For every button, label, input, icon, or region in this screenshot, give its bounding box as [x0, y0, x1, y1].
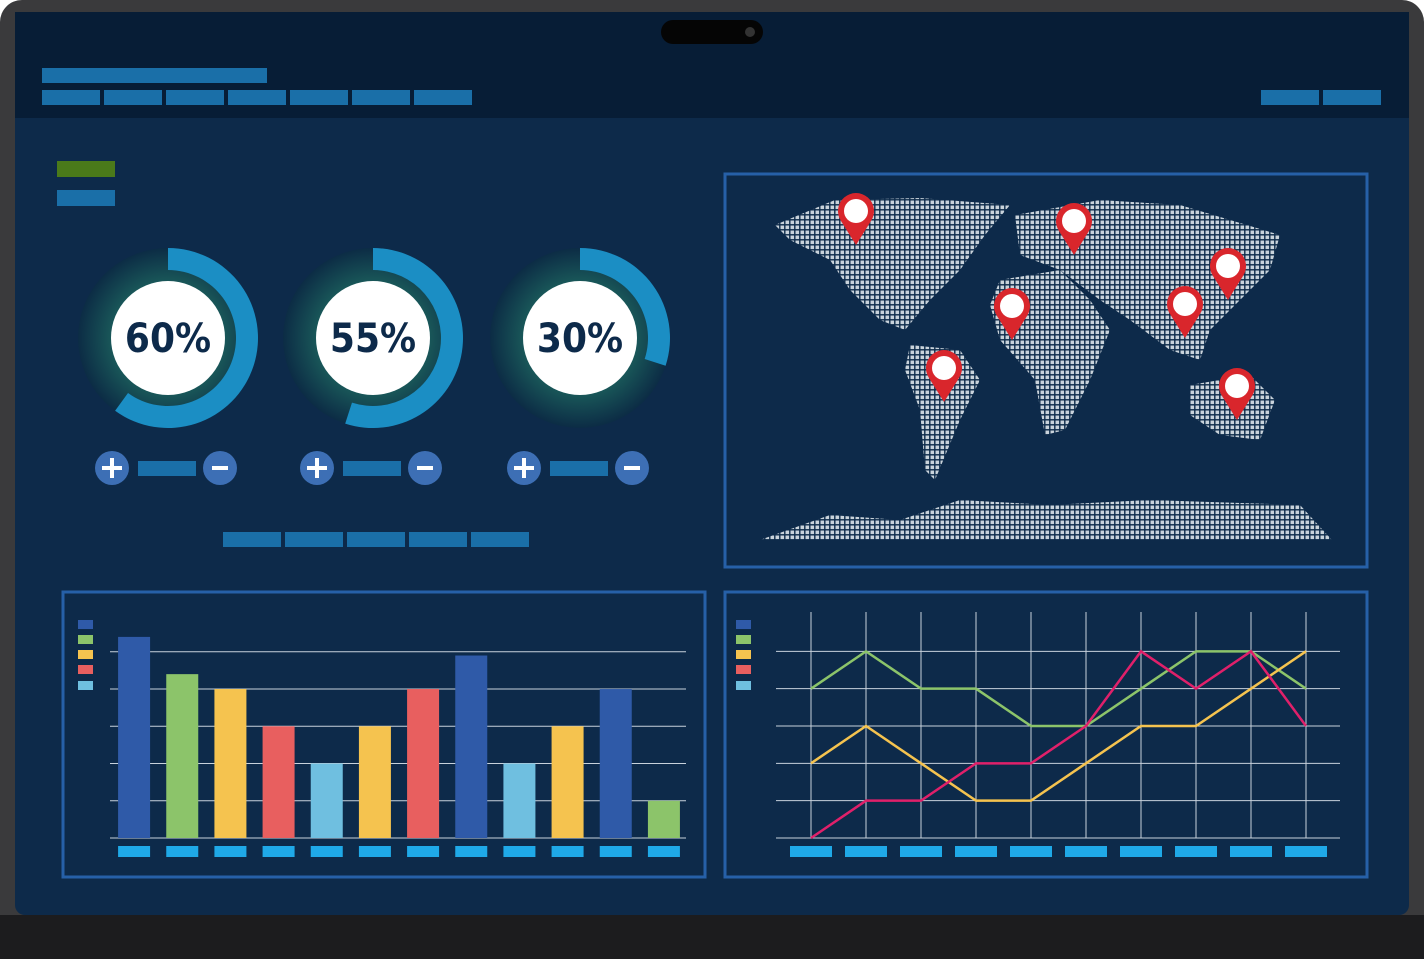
value-placeholder — [550, 461, 608, 476]
x-label-placeholder — [1175, 846, 1217, 857]
legend-chip — [57, 161, 115, 177]
x-label-placeholder — [955, 846, 997, 857]
bar-panel — [61, 590, 707, 879]
x-label-placeholder — [214, 846, 247, 857]
x-label-placeholder — [900, 846, 942, 857]
map-pin-dot — [932, 356, 956, 380]
donut-label: 30% — [537, 316, 623, 362]
x-label-placeholder — [790, 846, 832, 857]
bar — [166, 674, 199, 838]
bar-legend — [78, 620, 93, 690]
donut-center — [111, 281, 225, 395]
donut-arc — [580, 248, 670, 366]
bar — [310, 763, 343, 838]
donut-label: 60% — [125, 316, 211, 362]
x-label-placeholder — [407, 846, 440, 857]
bar — [551, 726, 584, 838]
line-series — [810, 650, 1307, 802]
x-label-placeholder — [845, 846, 887, 857]
line-legend — [736, 620, 751, 690]
map-pin-dot — [1000, 294, 1024, 318]
x-label-placeholder — [455, 846, 488, 857]
x-label-placeholder — [503, 846, 536, 857]
x-label-placeholder — [262, 846, 295, 857]
map-pin-dot — [1216, 254, 1240, 278]
donut-center — [316, 281, 430, 395]
camera — [745, 27, 755, 37]
bar — [358, 726, 391, 838]
donut-arc — [115, 248, 258, 428]
bar — [647, 800, 680, 838]
plus-icon — [307, 458, 327, 478]
x-label-placeholder — [310, 846, 343, 857]
map-pin-dot — [1173, 292, 1197, 316]
value-placeholder — [138, 461, 196, 476]
map-pin-dot — [1225, 374, 1249, 398]
x-label-placeholder — [1230, 846, 1272, 857]
bar — [503, 763, 536, 838]
x-label-placeholder — [118, 846, 151, 857]
donut-label: 55% — [330, 316, 416, 362]
x-label-placeholder — [1065, 846, 1107, 857]
header-button[interactable] — [1323, 90, 1381, 105]
x-label-placeholder — [166, 846, 199, 857]
plus-icon — [102, 458, 122, 478]
line-series — [810, 649, 1308, 840]
line-series — [810, 649, 1307, 728]
x-label-placeholder — [1010, 846, 1052, 857]
donut-center — [523, 281, 637, 395]
map-pin-dot — [844, 199, 868, 223]
bar — [455, 655, 488, 838]
header-button[interactable] — [1261, 90, 1319, 105]
bar — [407, 689, 440, 838]
bar — [118, 636, 151, 838]
plus-icon — [514, 458, 534, 478]
map-pin-dot — [1062, 209, 1086, 233]
x-label-placeholder — [1120, 846, 1162, 857]
bottom-placeholders — [223, 532, 529, 547]
value-placeholder — [343, 461, 401, 476]
x-label-placeholder — [647, 846, 680, 857]
laptop-bezel — [0, 915, 1424, 959]
header-placeholders — [42, 68, 1381, 105]
x-label-placeholder — [1285, 846, 1327, 857]
x-label-placeholder — [599, 846, 632, 857]
bar — [599, 689, 632, 838]
legend-chip — [57, 190, 115, 206]
camera-notch — [661, 20, 763, 44]
map-pins — [838, 193, 1255, 420]
bar — [214, 689, 247, 838]
donut-arc — [345, 248, 463, 428]
bar — [262, 726, 295, 838]
x-label-placeholder — [551, 846, 584, 857]
x-label-placeholder — [358, 846, 391, 857]
line-panel — [723, 590, 1369, 879]
